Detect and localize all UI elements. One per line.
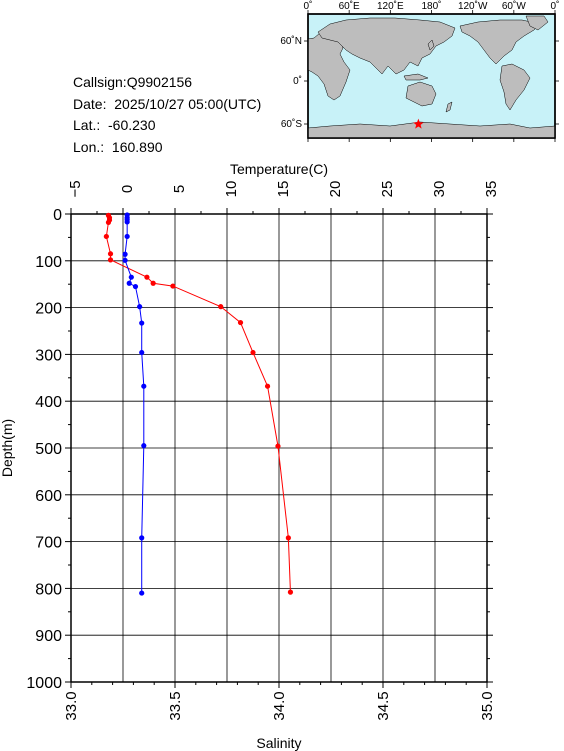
depth-tick-label: 100 — [35, 254, 62, 271]
map-lon-label: 0˚ — [304, 0, 313, 12]
map-lon-label: 60˚E — [339, 0, 360, 12]
map-lon-label: 60˚W — [502, 0, 526, 12]
salinity-tick-label: 33.5 — [167, 691, 184, 720]
salinity-axis-label: Salinity — [256, 735, 301, 751]
salinity-tick-label: 35.0 — [479, 691, 496, 720]
salinity-point — [141, 443, 147, 449]
temperature-point — [150, 280, 156, 286]
latitude-label: Lat.: -60.230 — [73, 117, 156, 133]
map-lon-label: 120˚W — [458, 0, 488, 12]
temperature-tick-label: 15 — [275, 181, 292, 198]
map-lon-label: 0˚ — [551, 0, 560, 12]
land-south-america — [499, 63, 531, 111]
land-greenland — [525, 15, 549, 31]
map-lat-label: 0˚ — [293, 75, 302, 87]
temperature-point — [107, 257, 114, 263]
salinity-tick-label: 33.0 — [63, 691, 80, 720]
salinity-point — [122, 251, 128, 257]
map-land — [307, 15, 556, 139]
land-eurasia — [317, 17, 456, 75]
depth-tick-label: 1000 — [26, 675, 62, 692]
temperature-point — [285, 535, 291, 541]
salinity-point — [122, 257, 128, 263]
temperature-axis: −5 0 5 10 15 20 25 30 35 — [67, 180, 500, 214]
temperature-point — [264, 383, 271, 389]
salinity-tick-label: 34.0 — [271, 691, 288, 720]
depth-tick-label: 700 — [35, 535, 62, 552]
world-map: 0˚ 60˚E 120˚E 180˚ 120˚W 60˚W 0˚ 60˚N 0˚ 60˚S — [280, 0, 559, 142]
callsign-label: Callsign:Q9902156 — [73, 74, 193, 90]
salinity-point — [128, 274, 134, 280]
depth-tick-label: 400 — [35, 394, 62, 411]
map-lon-label: 180˚ — [421, 0, 441, 12]
salinity-point — [139, 590, 145, 596]
depth-tick-label: 200 — [35, 301, 62, 318]
temperature-line — [105, 215, 291, 593]
temperature-tick-label: 20 — [327, 181, 344, 198]
temperature-point — [103, 233, 109, 240]
depth-tick-label: 900 — [35, 628, 62, 645]
series-layer — [103, 212, 294, 596]
map-ticks — [304, 10, 559, 142]
star-icon — [413, 118, 424, 129]
date-label: Date: 2025/10/27 05:00(UTC) — [73, 95, 262, 112]
depth-tick-label: 600 — [35, 488, 62, 505]
depth-axis-label: Depth(m) — [0, 419, 15, 477]
temperature-point — [170, 283, 176, 289]
land-north-america — [459, 19, 541, 65]
temperature-tick-label: 35 — [483, 181, 500, 198]
temperature-tick-label: 30 — [431, 181, 448, 198]
temperature-point — [218, 304, 224, 310]
temperature-point — [105, 219, 112, 226]
map-lat-label: 60˚N — [280, 35, 302, 47]
land-indonesia — [403, 73, 429, 81]
depth-tick-label: 300 — [35, 347, 62, 364]
station-info: Callsign:Q9902156 Date: 2025/10/27 05:00… — [73, 72, 261, 158]
salinity-point — [141, 383, 147, 389]
temperature-point — [287, 589, 294, 595]
temperature-point — [237, 319, 244, 326]
temperature-point — [275, 443, 281, 449]
depth-tick-label: 800 — [35, 581, 62, 598]
longitude-label: Lon.: 160.890 — [73, 138, 163, 155]
map-labels: 0˚ 60˚E 120˚E 180˚ 120˚W 60˚W 0˚ 60˚N 0˚ 60˚S — [280, 0, 559, 130]
salinity-point — [139, 349, 145, 356]
map-lon-label: 120˚E — [377, 0, 404, 12]
salinity-point — [126, 280, 132, 286]
depth-axis: 0 100 200 300 400 500 600 700 800 900 1000 — [26, 207, 493, 692]
salinity-axis: 33.0 33.5 34.0 34.5 35.0 — [63, 682, 496, 721]
temperature-tick-label: 10 — [223, 181, 240, 198]
temperature-point — [144, 274, 150, 280]
salinity-point — [139, 320, 145, 326]
temperature-tick-label: −5 — [67, 180, 84, 197]
temperature-point — [250, 349, 256, 356]
temperature-axis-label: Temperature(C) — [230, 161, 328, 177]
salinity-point — [139, 535, 145, 541]
land-australia — [405, 81, 437, 107]
temperature-point — [107, 251, 114, 257]
land-japan — [427, 39, 435, 51]
land-new-zealand — [445, 101, 453, 113]
salinity-point — [124, 233, 130, 240]
map-lat-label: 60˚S — [281, 118, 302, 130]
temperature-tick-label: 25 — [379, 181, 396, 198]
salinity-point — [124, 219, 130, 225]
depth-tick-label: 500 — [35, 441, 62, 458]
depth-tick-label: 0 — [53, 207, 62, 224]
salinity-tick-label: 34.5 — [375, 691, 392, 720]
temperature-tick-label: 5 — [171, 185, 188, 193]
salinity-point — [137, 304, 143, 310]
salinity-point — [132, 283, 139, 290]
temperature-tick-label: 0 — [119, 185, 136, 193]
